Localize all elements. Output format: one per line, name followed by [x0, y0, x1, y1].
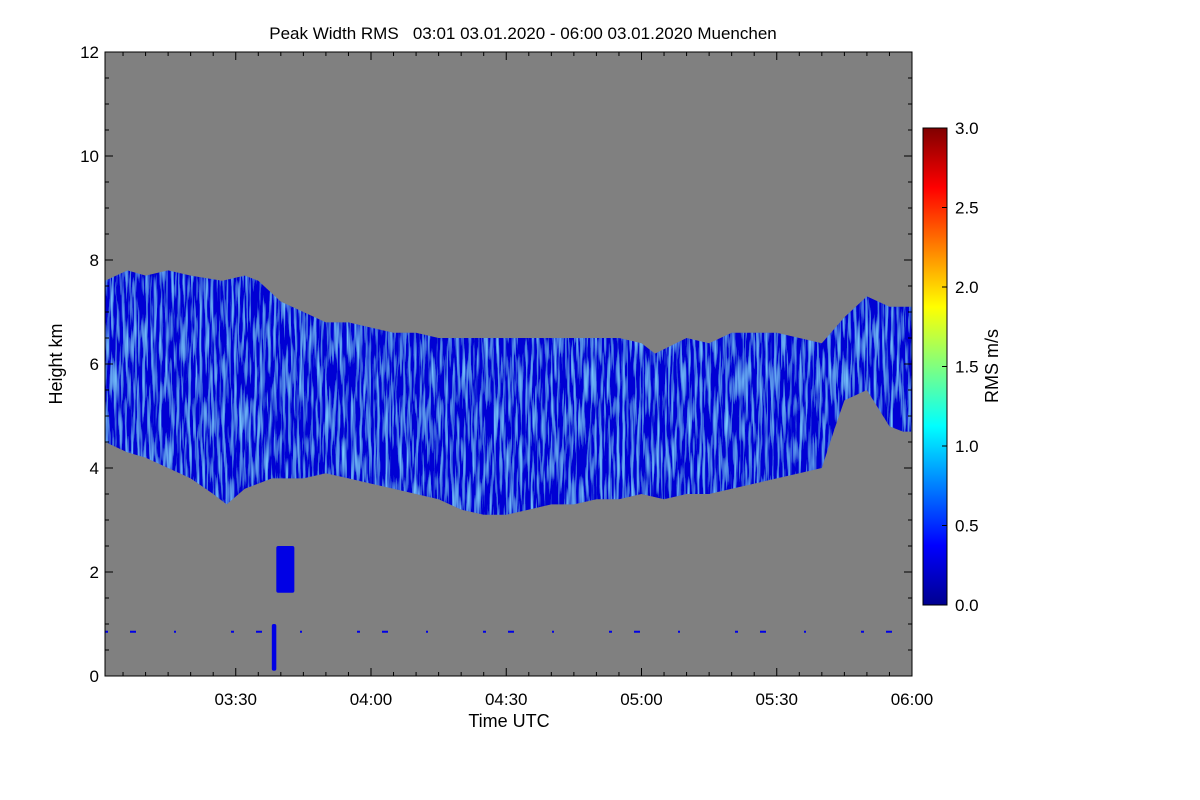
low-echo-0: [271, 624, 277, 671]
x-tick-label: 04:30: [485, 690, 528, 709]
x-axis-label: Time UTC: [468, 711, 549, 731]
colorbar-tick-label: 1.5: [955, 358, 979, 377]
y-tick-label: 4: [90, 459, 99, 478]
y-tick-label: 12: [80, 43, 99, 62]
colorbar-tick-label: 1.0: [955, 437, 979, 456]
low-echo-1: [276, 546, 295, 593]
x-tick-label: 03:30: [214, 690, 257, 709]
y-tick-label: 0: [90, 667, 99, 686]
colorbar-tick-label: 0.5: [955, 517, 979, 536]
y-axis-label: Height km: [46, 323, 66, 404]
y-axis: 0 2 4 6 8 10 12: [80, 43, 912, 686]
y-tick-label: 8: [90, 251, 99, 270]
x-tick-label: 05:00: [620, 690, 663, 709]
y-tick-label: 2: [90, 563, 99, 582]
colorbar-tick-label: 3.0: [955, 119, 979, 138]
cloud-layer-echo: [105, 270, 912, 515]
y-tick-label: 10: [80, 147, 99, 166]
y-tick-label: 6: [90, 355, 99, 374]
colorbar-ticks: 0.0 0.5 1.0 1.5 2.0 2.5 3.0: [942, 119, 979, 615]
x-tick-label: 04:00: [350, 690, 393, 709]
chart-title: Peak Width RMS 03:01 03.01.2020 - 06:00 …: [269, 24, 777, 43]
colorbar-tick-label: 2.0: [955, 278, 979, 297]
colorbar-label: RMS m/s: [982, 329, 1002, 403]
colorbar-tick-label: 2.5: [955, 199, 979, 218]
x-axis: 03:30 04:00 04:30 05:00 05:30 06:00: [122, 52, 934, 709]
colorbar-tick-label: 0.0: [955, 596, 979, 615]
data-layer: [105, 270, 912, 671]
x-tick-label: 06:00: [891, 690, 934, 709]
x-tick-label: 05:30: [755, 690, 798, 709]
